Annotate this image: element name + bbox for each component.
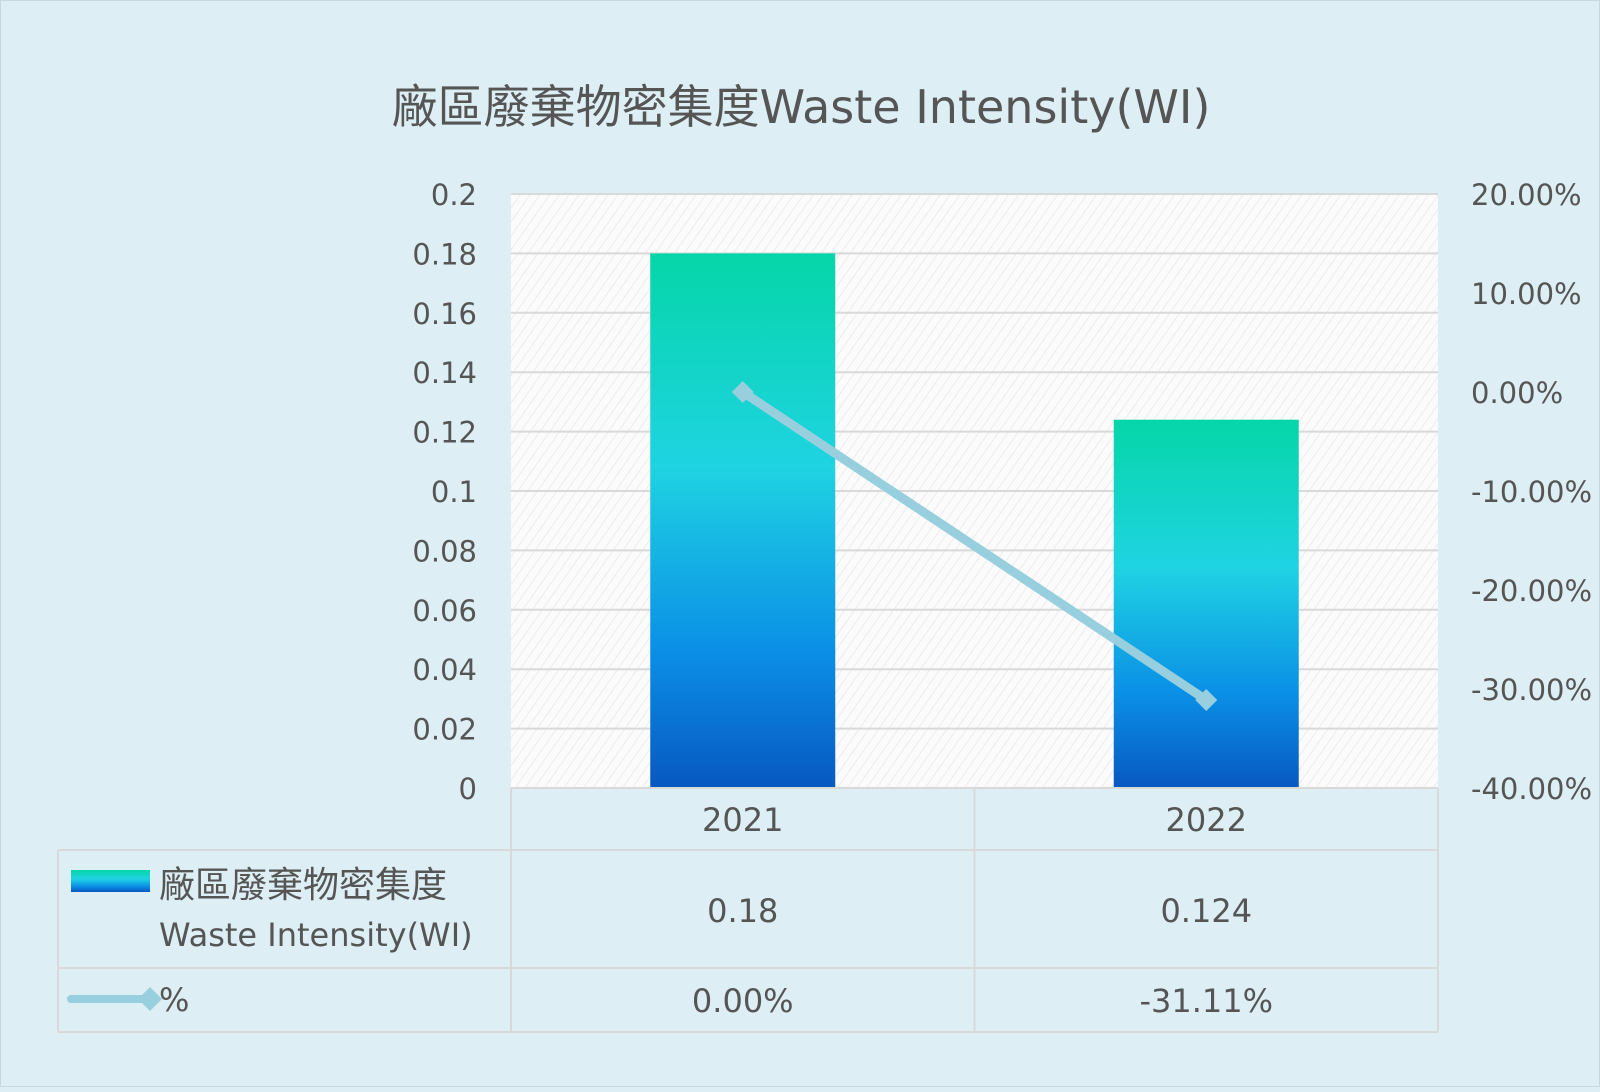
bar (1113, 419, 1299, 788)
line-series (731, 381, 1218, 711)
legend-bar-name: 廠區廢棄物密集度 (159, 865, 447, 906)
legend-line-marker (138, 987, 162, 1011)
left-tick-label: 0.18 (412, 237, 477, 271)
line-path (738, 387, 1211, 705)
data-table: 2021 2022 廠區廢棄物密集度 Waste Intensity(WI) 0.18 0… (57, 787, 1439, 1033)
legend-line-name: % (159, 981, 189, 1019)
table-value: 0.124 (1160, 892, 1252, 930)
legend-bar-key (71, 870, 150, 892)
bar (650, 253, 836, 788)
left-tick-label: 0.04 (412, 653, 477, 687)
right-tick-label: 20.00% (1471, 178, 1582, 212)
table-value: -31.11% (1139, 982, 1273, 1020)
chart-title: 廠區廢棄物密集度Waste Intensity(WI) (392, 80, 1211, 134)
right-tick-label: 0.00% (1471, 376, 1563, 410)
right-tick-label: 10.00% (1471, 277, 1582, 311)
bar-series (650, 253, 1299, 788)
right-tick-label: -20.00% (1471, 574, 1592, 608)
right-tick-label: -10.00% (1471, 475, 1592, 509)
left-tick-label: 0 (459, 772, 477, 806)
left-tick-label: 0.08 (412, 534, 477, 568)
left-tick-label: 0.06 (412, 594, 477, 628)
left-tick-label: 0.14 (412, 356, 477, 390)
table-value: 0.18 (707, 892, 778, 930)
left-tick-label: 0.02 (412, 713, 477, 747)
legend-bar-name: Waste Intensity(WI) (159, 916, 473, 954)
table-value: 0.00% (692, 982, 794, 1020)
left-tick-label: 0.2 (431, 178, 477, 212)
left-tick-label: 0.1 (431, 475, 477, 509)
line-point (731, 381, 754, 403)
left-tick-label: 0.16 (412, 297, 477, 331)
category-label: 2021 (702, 801, 783, 839)
right-axis: -40.00% -30.00% -20.00% -10.00% 0.00% 10.00% 2… (1471, 178, 1592, 806)
line-point (1195, 688, 1218, 711)
right-tick-label: -30.00% (1471, 673, 1592, 707)
left-tick-label: 0.12 (412, 416, 477, 450)
right-tick-label: -40.00% (1471, 772, 1592, 806)
left-axis: 0 0.02 0.04 0.06 0.08 0.1 0.12 0.14 0.16 0.18 0.2 (412, 178, 477, 806)
category-label: 2022 (1166, 801, 1247, 839)
